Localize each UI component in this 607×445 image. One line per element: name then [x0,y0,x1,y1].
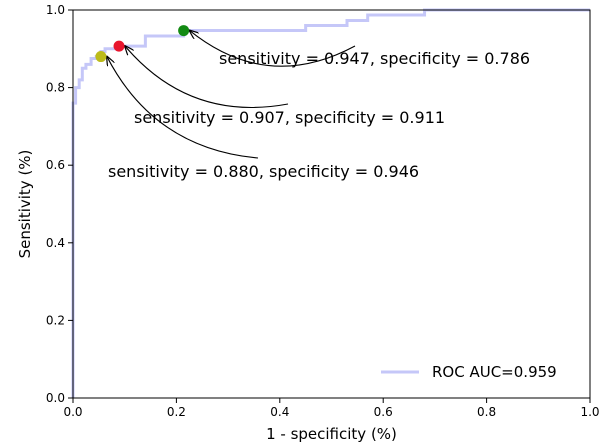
threshold-point [95,51,107,63]
legend: ROC AUC=0.959 [381,363,557,381]
annotation-label: sensitivity = 0.907, specificity = 0.911 [134,108,445,127]
x-tick-label: 0.4 [270,405,289,419]
roc-curve-line [71,8,590,398]
x-tick-label: 0.2 [167,405,186,419]
y-tick-label: 0.0 [46,391,65,405]
annotations: sensitivity = 0.947, specificity = 0.786… [95,25,530,181]
annotation-label: sensitivity = 0.947, specificity = 0.786 [219,49,530,68]
y-tick-label: 0.2 [46,313,65,327]
x-tick-label: 1.0 [580,405,599,419]
x-axis-title: 1 - specificity (%) [266,425,397,443]
threshold-point [113,40,125,52]
annotation-arrow [125,46,289,109]
y-tick-label: 0.8 [46,81,65,95]
threshold-point [178,25,190,37]
axes-frame [72,9,591,399]
axes: 0.0 0.2 0.4 0.6 0.8 1.0 0.0 0.2 0.4 0.6 0.8 1.0 [46,3,600,419]
x-tick-label: 0.0 [63,405,82,419]
y-tick-label: 1.0 [46,3,65,17]
plot-area [71,8,590,398]
x-tick-label: 0.6 [374,405,393,419]
x-tick-label: 0.8 [477,405,496,419]
annotation-arrow [190,31,356,67]
annotation-label: sensitivity = 0.880, specificity = 0.946 [108,162,419,181]
y-tick-label: 0.4 [46,236,65,250]
legend-label: ROC AUC=0.959 [432,363,557,381]
y-axis-title: Sensitivity (%) [16,150,34,259]
y-tick-label: 0.6 [46,158,65,172]
annotation-arrow [107,57,259,159]
